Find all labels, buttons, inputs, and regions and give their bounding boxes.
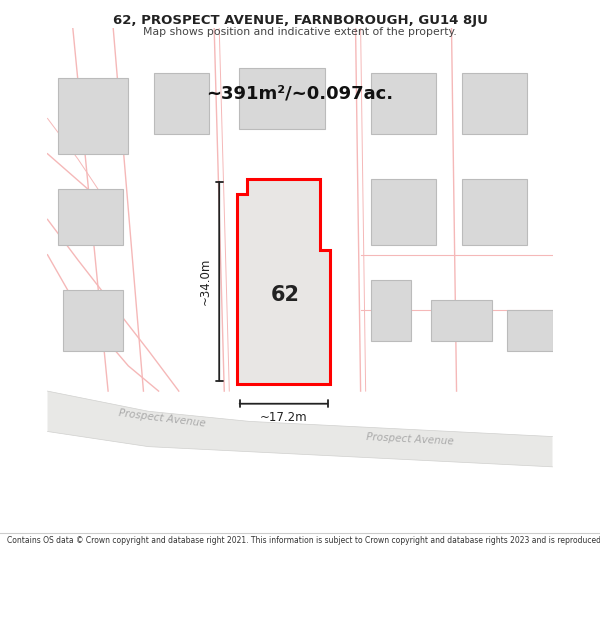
Polygon shape xyxy=(47,391,553,467)
Text: ~391m²/~0.097ac.: ~391m²/~0.097ac. xyxy=(206,84,394,102)
Polygon shape xyxy=(431,300,492,341)
Text: ~17.2m: ~17.2m xyxy=(260,411,307,424)
Polygon shape xyxy=(371,179,436,244)
Polygon shape xyxy=(507,310,553,351)
Polygon shape xyxy=(154,73,209,134)
Polygon shape xyxy=(461,73,527,134)
Polygon shape xyxy=(371,280,411,341)
Text: ~34.0m: ~34.0m xyxy=(199,258,212,305)
Polygon shape xyxy=(371,73,436,134)
Text: Map shows position and indicative extent of the property.: Map shows position and indicative extent… xyxy=(143,27,457,37)
Text: 62: 62 xyxy=(271,285,299,305)
Polygon shape xyxy=(237,179,331,384)
Polygon shape xyxy=(58,78,128,154)
Polygon shape xyxy=(58,189,123,244)
Polygon shape xyxy=(62,290,123,351)
Text: Prospect Avenue: Prospect Avenue xyxy=(118,409,206,429)
Text: Contains OS data © Crown copyright and database right 2021. This information is : Contains OS data © Crown copyright and d… xyxy=(7,536,600,544)
Polygon shape xyxy=(239,68,325,129)
Text: 62, PROSPECT AVENUE, FARNBOROUGH, GU14 8JU: 62, PROSPECT AVENUE, FARNBOROUGH, GU14 8… xyxy=(113,14,487,27)
Polygon shape xyxy=(461,179,527,244)
Text: Prospect Avenue: Prospect Avenue xyxy=(365,432,454,446)
